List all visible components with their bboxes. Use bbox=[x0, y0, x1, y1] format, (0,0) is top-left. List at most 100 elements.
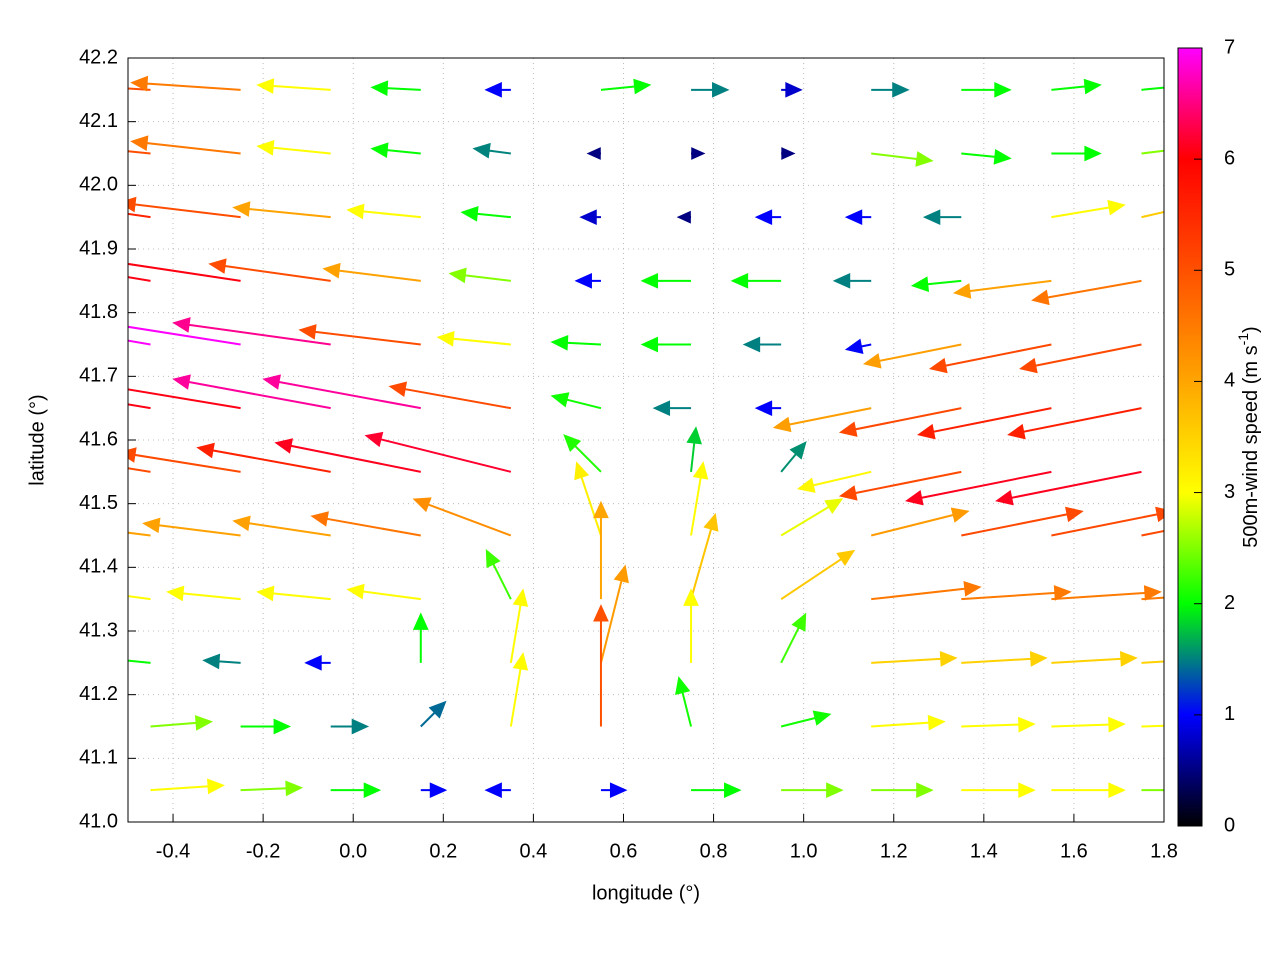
y-tick-label: 41.7 bbox=[79, 365, 118, 387]
wind-arrow bbox=[871, 651, 958, 667]
wind-arrow bbox=[166, 585, 241, 602]
wind-arrow bbox=[691, 782, 742, 799]
wind-arrow bbox=[509, 588, 529, 663]
wind-arrow bbox=[130, 75, 241, 92]
y-tick-label: 41.1 bbox=[79, 747, 118, 769]
wind-arrow bbox=[420, 700, 447, 728]
wind-arrow bbox=[550, 335, 602, 351]
wind-arrow bbox=[781, 782, 844, 799]
wind-arrow bbox=[586, 147, 601, 160]
wind-arrow bbox=[550, 392, 602, 410]
wind-arrow bbox=[1051, 716, 1126, 733]
colorbar-tick-label: 4 bbox=[1224, 370, 1235, 392]
wind-arrow bbox=[961, 716, 1036, 733]
wind-arrow bbox=[691, 81, 730, 98]
wind-arrow bbox=[780, 612, 807, 664]
wind-arrow bbox=[128, 388, 241, 410]
wind-arrow bbox=[1141, 529, 1164, 537]
wind-arrow bbox=[172, 317, 331, 346]
wind-arrow bbox=[574, 461, 602, 536]
wind-arrow bbox=[772, 407, 872, 433]
wind-arrow bbox=[130, 135, 241, 155]
wind-arrow bbox=[364, 431, 512, 473]
wind-arrow bbox=[472, 142, 512, 159]
y-axis-label: latitude (°) bbox=[26, 394, 48, 485]
colorbar-tick-label: 3 bbox=[1224, 481, 1235, 503]
wind-arrow bbox=[142, 517, 241, 537]
wind-arrow bbox=[961, 148, 1012, 165]
wind-arrow bbox=[240, 780, 304, 797]
wind-arrow bbox=[1051, 651, 1138, 667]
wind-arrow bbox=[961, 506, 1084, 537]
wind-arrow bbox=[781, 81, 803, 98]
wind-arrow bbox=[128, 262, 241, 282]
wind-arrow bbox=[579, 209, 601, 226]
wind-arrow bbox=[1051, 782, 1126, 799]
colorbar-tick-label: 0 bbox=[1224, 814, 1235, 836]
x-tick-label: 0.0 bbox=[339, 840, 367, 862]
wind-arrow bbox=[563, 434, 602, 473]
wind-arrow bbox=[128, 659, 151, 664]
x-tick-label: 1.2 bbox=[880, 840, 908, 862]
wind-arrow bbox=[274, 438, 421, 473]
colorbar-tick-label: 7 bbox=[1224, 36, 1235, 58]
wind-arrow bbox=[330, 782, 382, 799]
wind-arrow bbox=[781, 147, 796, 160]
wind-arrow bbox=[676, 210, 692, 224]
wind-arrow bbox=[730, 272, 782, 289]
y-tick-label: 41.4 bbox=[79, 556, 118, 578]
wind-arrow bbox=[599, 564, 629, 664]
wind-arrow bbox=[838, 470, 962, 501]
wind-arrow bbox=[838, 407, 962, 437]
wind-arrow bbox=[1051, 585, 1162, 601]
wind-arrow bbox=[870, 507, 970, 537]
y-tick-label: 41.8 bbox=[79, 301, 118, 323]
wind-arrow bbox=[961, 81, 1012, 98]
wind-arrow bbox=[484, 81, 511, 98]
wind-arrow bbox=[484, 782, 511, 799]
wind-arrow bbox=[346, 203, 421, 220]
wind-arrow bbox=[574, 272, 601, 289]
wind-arrow bbox=[929, 343, 1052, 374]
wind-arrow bbox=[485, 548, 512, 600]
wind-arrow bbox=[412, 612, 429, 663]
colorbar-tick-label: 1 bbox=[1224, 703, 1235, 725]
colorbar-label-sup: -1 bbox=[1235, 333, 1251, 346]
y-tick-label: 42.1 bbox=[79, 110, 118, 132]
wind-arrow bbox=[1051, 78, 1102, 95]
wind-arrow bbox=[388, 381, 512, 410]
wind-arrow bbox=[128, 595, 151, 601]
wind-arrow bbox=[691, 147, 706, 160]
wind-arrow bbox=[593, 604, 609, 727]
wind-arrow bbox=[322, 262, 421, 282]
wind-arrow bbox=[128, 212, 151, 219]
grid bbox=[128, 57, 1165, 823]
x-axis-label: longitude (°) bbox=[592, 882, 700, 904]
colorbar-label: 500m-wind speed (m s-1) bbox=[1235, 326, 1263, 547]
wind-arrow bbox=[128, 150, 151, 155]
colorbar-tick-label: 2 bbox=[1224, 592, 1235, 614]
wind-arrow bbox=[910, 276, 962, 292]
x-tick-label: 0.6 bbox=[610, 840, 638, 862]
x-tick-label: 0.4 bbox=[519, 840, 547, 862]
x-tick-label: -0.4 bbox=[156, 840, 190, 862]
x-tick-label: 0.2 bbox=[429, 840, 457, 862]
wind-arrow bbox=[593, 500, 609, 600]
y-tick-label: 41.2 bbox=[79, 683, 118, 705]
wind-arrow bbox=[436, 330, 511, 347]
wind-arrow bbox=[917, 407, 1052, 440]
wind-arrow bbox=[202, 653, 241, 670]
wind-arrow bbox=[961, 782, 1036, 799]
y-tick-label: 41.5 bbox=[79, 492, 118, 514]
wind-arrow bbox=[961, 651, 1048, 667]
x-tick-label: 0.8 bbox=[700, 840, 728, 862]
y-tick-label: 41.0 bbox=[79, 810, 118, 832]
wind-arrow bbox=[686, 426, 702, 472]
colorbar-label-end: ) bbox=[1240, 326, 1262, 333]
wind-arrow bbox=[780, 549, 856, 600]
wind-arrow bbox=[652, 400, 692, 417]
x-tick-label: -0.2 bbox=[246, 840, 280, 862]
wind-arrow bbox=[640, 272, 692, 289]
wind-arrow bbox=[754, 400, 782, 417]
